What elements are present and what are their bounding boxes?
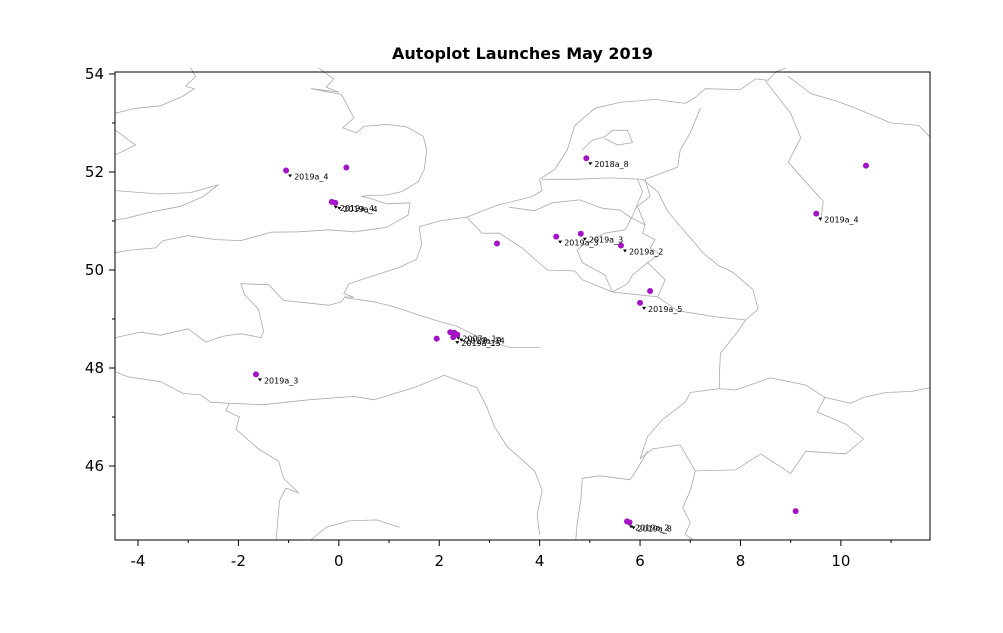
x-tick-label: -4 — [131, 552, 146, 570]
map-outline-ijsselmeer — [581, 129, 633, 151]
point-label-pointer-icon — [588, 162, 593, 166]
map-outline-britain-west-coast — [115, 67, 197, 114]
map-outline-river-loire — [228, 374, 543, 535]
scatter-point[interactable] — [283, 167, 290, 174]
point-label-pointer-icon — [459, 338, 464, 342]
map-layer — [115, 67, 931, 540]
point-label-pointer-icon — [622, 249, 627, 253]
scatter-point[interactable] — [577, 230, 584, 237]
point-label-pointer-icon — [455, 341, 460, 345]
point-label: 2019a_3 — [264, 376, 298, 385]
scatter-point[interactable] — [252, 371, 259, 378]
point-label-pointer-icon — [629, 525, 634, 529]
point-label: 2019a_3 — [564, 239, 598, 248]
point-label: 2019a_5 — [648, 305, 682, 314]
scatter-point[interactable] — [862, 162, 869, 169]
scatter-point[interactable] — [493, 240, 500, 247]
y-tick-label: 50 — [85, 261, 104, 279]
point-label-pointer-icon — [582, 237, 587, 241]
map-outline-channel-northsea-coast — [115, 67, 787, 343]
scatter-point[interactable] — [637, 299, 644, 306]
map-outline-border-switzerland — [639, 377, 864, 474]
y-tick-label: 54 — [85, 65, 104, 83]
map-outline-france-atlantic-coast — [115, 371, 300, 540]
x-tick-label: 6 — [635, 552, 645, 570]
point-label-pointer-icon — [642, 306, 647, 310]
map-outline-river-rhine — [541, 177, 759, 321]
point-label-pointer-icon — [288, 174, 293, 178]
scatter-layer: 2019a_42019a_42019a_42018a_82019a_42019a… — [252, 155, 869, 533]
x-tick-label: -2 — [231, 552, 246, 570]
point-label-pointer-icon — [558, 240, 563, 244]
map-outline-border-luxembourg — [612, 262, 648, 293]
map-outline-border-netherlands-germany — [637, 107, 701, 226]
point-label-pointer-icon — [337, 206, 342, 210]
y-tick-label: 46 — [85, 457, 104, 475]
map-outline-river-garonne — [310, 519, 400, 540]
plot-title: Autoplot Launches May 2019 — [392, 44, 653, 63]
point-label: 2019a_4 — [340, 204, 374, 213]
point-label: 2007a_1a — [462, 335, 501, 344]
point-label-pointer-icon — [333, 205, 338, 209]
map-outline-river-meuse — [576, 178, 643, 293]
point-label: 2019a_15 — [461, 339, 500, 348]
scatter-point[interactable] — [792, 508, 799, 515]
y-axis: 46 48 50 52 54 — [85, 65, 115, 516]
map-outline-britain-coast — [115, 67, 428, 254]
map-outline-river-rhone — [575, 450, 648, 540]
scatter-point[interactable] — [343, 164, 350, 171]
x-tick-label: 4 — [535, 552, 545, 570]
point-label: 2019a_4 — [294, 173, 328, 182]
scatter-point[interactable] — [583, 155, 590, 162]
scatter-point[interactable] — [332, 199, 339, 206]
y-tick-label: 52 — [85, 163, 104, 181]
point-label: 2019a_8 — [638, 524, 672, 533]
point-label: 2019a_4 — [343, 205, 377, 214]
map-outline-border-austria — [824, 387, 931, 404]
x-tick-label: 10 — [831, 552, 850, 570]
scatter-point[interactable] — [433, 335, 440, 342]
y-tick-label: 48 — [85, 359, 104, 377]
point-label: 2018a_8 — [594, 160, 628, 169]
scatter-point[interactable] — [647, 288, 654, 295]
x-tick-label: 0 — [334, 552, 344, 570]
map-outline-river-weser — [765, 80, 824, 222]
x-tick-label: 2 — [434, 552, 444, 570]
point-label: 2019a_3 — [589, 236, 623, 245]
scatter-point[interactable] — [450, 334, 457, 341]
point-label: 2019a_2 — [629, 247, 663, 256]
map-outline-border-france-italy — [682, 470, 696, 540]
map-outline-river-elbe — [787, 76, 931, 138]
map-outline-wales-coast — [115, 129, 136, 156]
scatter-point[interactable] — [553, 233, 560, 240]
x-axis: -4 -2 0 2 4 6 8 10 — [131, 540, 892, 570]
point-label: 2019a_4 — [824, 216, 858, 225]
map-outline-border-france-belgium-germany — [466, 216, 746, 390]
scatter-point[interactable] — [617, 242, 624, 249]
point-label-pointer-icon — [631, 526, 636, 530]
point-label: 2019a_2 — [635, 523, 669, 532]
scatter-point[interactable] — [626, 519, 633, 526]
point-label-pointer-icon — [257, 378, 262, 382]
plot-frame — [114, 71, 931, 541]
scatter-point[interactable] — [813, 210, 820, 217]
point-label-pointer-icon — [818, 217, 823, 221]
x-tick-label: 8 — [736, 552, 746, 570]
point-label: 2019a_14 — [465, 337, 504, 346]
map-outline-river-seine — [345, 297, 540, 348]
map-outline-bristol-channel — [115, 184, 219, 221]
